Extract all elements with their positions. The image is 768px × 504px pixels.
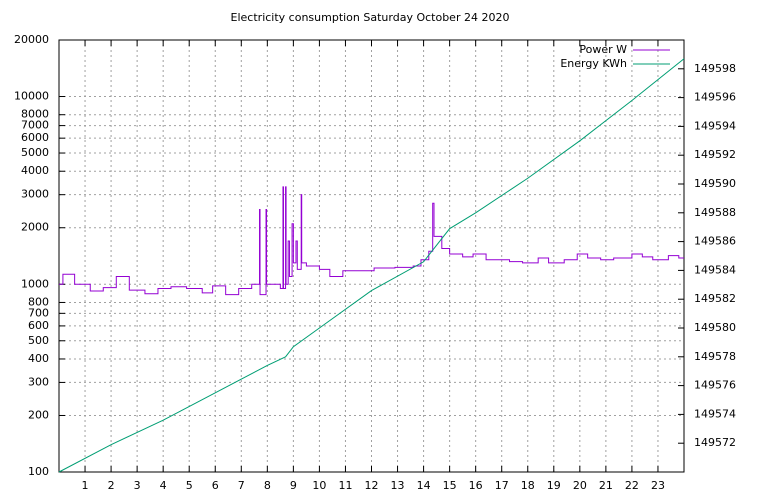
y-tick-label: 5000 [21,146,49,159]
legend-label: Power W [579,43,627,56]
y2-tick-label: 149588 [694,206,736,219]
x-tick-label: 21 [599,479,613,492]
x-tick-label: 4 [160,479,167,492]
x-tick-label: 8 [264,479,271,492]
plot-border [58,39,685,473]
y2-tick-label: 149596 [694,91,736,104]
x-tick-label: 16 [469,479,483,492]
y-tick-label: 500 [28,334,49,347]
y-tick-label: 4000 [21,164,49,177]
y-tick-label: 1000 [21,277,49,290]
y-tick-label: 20000 [14,33,49,46]
y2-tick-label: 149578 [694,350,736,363]
series-line [58,58,685,473]
x-tick-label: 11 [338,479,352,492]
x-tick-label: 18 [521,479,535,492]
legend-label: Energy KWh [560,57,627,70]
series-line [59,186,684,296]
y2-tick-label: 149584 [694,263,736,276]
y2-tick-label: 149576 [694,379,736,392]
x-tick-label: 17 [495,479,509,492]
x-tick-label: 19 [547,479,561,492]
x-tick-label: 3 [134,479,141,492]
y-tick-label: 700 [28,306,49,319]
x-tick-label: 14 [417,479,431,492]
y2-tick-label: 149598 [694,62,736,75]
x-tick-label: 1 [82,479,89,492]
y2-tick-label: 149580 [694,321,736,334]
y-tick-label: 100 [28,465,49,478]
x-tick-label: 5 [186,479,193,492]
x-tick-label: 13 [391,479,405,492]
y-tick-label: 2000 [21,221,49,234]
y2-tick-label: 149582 [694,292,736,305]
y-tick-label: 600 [28,319,49,332]
x-tick-label: 22 [625,479,639,492]
y-tick-label: 400 [28,352,49,365]
y2-tick-label: 149586 [694,235,736,248]
y-tick-label: 300 [28,375,49,388]
y-tick-label: 10000 [14,90,49,103]
y2-tick-label: 149594 [694,119,736,132]
y-tick-label: 7000 [21,119,49,132]
x-tick-label: 23 [651,479,665,492]
y-tick-label: 800 [28,295,49,308]
y2-tick-label: 149590 [694,177,736,190]
x-tick-label: 2 [108,479,115,492]
y2-tick-label: 149574 [694,407,736,420]
x-tick-label: 20 [573,479,587,492]
y2-tick-label: 149592 [694,148,736,161]
x-tick-label: 15 [443,479,457,492]
chart-title: Electricity consumption Saturday October… [231,11,510,24]
y-tick-label: 8000 [21,108,49,121]
x-tick-label: 6 [212,479,219,492]
y-tick-label: 3000 [21,188,49,201]
x-tick-label: 7 [238,479,245,492]
x-tick-label: 9 [290,479,297,492]
y-tick-label: 6000 [21,131,49,144]
x-tick-label: 10 [312,479,326,492]
y-tick-label: 200 [28,408,49,421]
y2-tick-label: 149572 [694,436,736,449]
x-tick-label: 12 [365,479,379,492]
